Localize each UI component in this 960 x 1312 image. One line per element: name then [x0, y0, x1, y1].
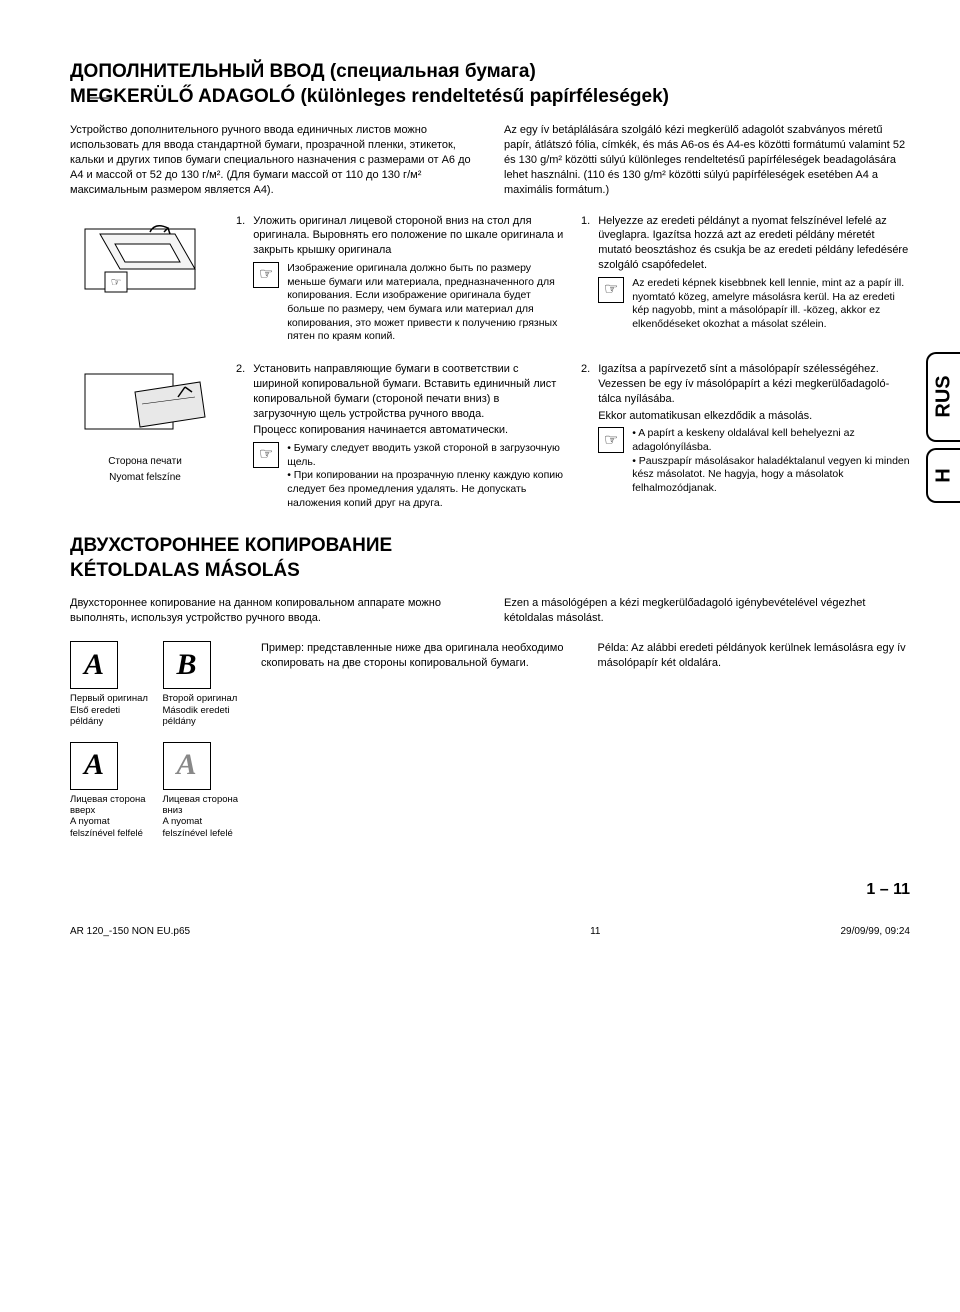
section2-intro-hu: Ezen a másológépen a kézi megkerülőadago… — [504, 596, 910, 626]
step2-hu: 2. Igazítsa a papírvezető sínt a másolóp… — [581, 362, 910, 510]
label-b-hu: Második eredeti példány — [163, 705, 246, 728]
title-ru: ДОПОЛНИТЕЛЬНЫЙ ВВОД (специальная бумага) — [70, 60, 910, 85]
section2-intro-ru: Двухстороннее копирование на данном копи… — [70, 596, 476, 626]
example-text-ru: Пример: представленные ниже два оригинал… — [261, 641, 574, 671]
step1-ru-num: 1. — [236, 214, 245, 344]
svg-text:☞: ☞ — [111, 275, 122, 289]
footer-file: AR 120_-150 NON EU.p65 — [70, 925, 190, 939]
step1-hu: 1. Helyezze az eredeti példányt a nyomat… — [581, 214, 910, 344]
footer-date: 29/09/99, 09:24 — [840, 925, 910, 939]
step1-ru-lead: Уложить оригинал лицевой стороной вниз н… — [253, 214, 565, 259]
page: ДОПОЛНИТЕЛЬНЫЙ ВВОД (специальная бумага)… — [70, 60, 910, 938]
note-icon: ☞ — [598, 427, 624, 453]
example-box-a-facedown: A Лицевая сторона вниз A nyomat felszíné… — [163, 742, 246, 840]
step2-hu-note: ☞ • A papírt a keskeny oldalával kell be… — [598, 427, 910, 495]
example-box-a: A Первый оригинал Első eredeti példány — [70, 641, 153, 727]
note-icon: ☞ — [253, 262, 279, 288]
step2-hu-mid: Ekkor automatikusan elkezdődik a másolás… — [598, 409, 910, 424]
step1-ru-note: ☞ Изображение оригинала должно быть по р… — [253, 262, 565, 344]
step1-image: ☞ — [70, 214, 220, 344]
step2-ru: 2. Установить направляющие бумаги в соот… — [236, 362, 565, 510]
step2-ru-lead: Установить направляющие бумаги в соответ… — [253, 362, 565, 421]
step2-ru-mid: Процесс копирования начинается автоматич… — [253, 423, 565, 438]
intro-ru: Устройство дополнительного ручного ввода… — [70, 123, 476, 197]
step2-img-label-ru: Сторона печати — [70, 456, 220, 468]
step1-ru-note-text: Изображение оригинала должно быть по раз… — [287, 262, 565, 344]
step2-ru-note-text: • Бумагу следует вводить узкой стороной … — [287, 442, 565, 510]
step1-ru: 1. Уложить оригинал лицевой стороной вни… — [236, 214, 565, 344]
title-hu: MEGKERÜLŐ ADAGOLÓ (különleges rendelteté… — [70, 85, 910, 110]
box-b: B — [163, 641, 211, 689]
label-a-hu: Első eredeti példány — [70, 705, 153, 728]
tab-h[interactable]: H — [926, 448, 960, 503]
section2: ДВУХСТОРОННЕЕ КОПИРОВАНИЕ KÉTOLDALAS MÁS… — [70, 534, 910, 839]
tab-rus[interactable]: RUS — [926, 352, 960, 442]
step2-ru-num: 2. — [236, 362, 245, 510]
example-box-b: B Второй оригинал Második eredeti példán… — [163, 641, 246, 727]
footer-page: 11 — [590, 925, 600, 939]
box-a2: A — [70, 742, 118, 790]
step2-hu-num: 2. — [581, 362, 590, 510]
step1-hu-lead: Helyezze az eredeti példányt a nyomat fe… — [598, 214, 910, 273]
label-a-ru: Первый оригинал — [70, 693, 153, 704]
intro-columns: Устройство дополнительного ручного ввода… — [70, 123, 910, 197]
step1-hu-note: ☞ Az eredeti képnek kisebbnek kell lenni… — [598, 277, 910, 332]
box-a3: A — [163, 742, 211, 790]
section2-title: ДВУХСТОРОННЕЕ КОПИРОВАНИЕ KÉTOLDALAS MÁS… — [70, 534, 910, 583]
section2-title-ru: ДВУХСТОРОННЕЕ КОПИРОВАНИЕ — [70, 534, 910, 559]
crop-mark — [90, 80, 120, 110]
label-facedown-ru: Лицевая сторона вниз — [163, 794, 246, 817]
example-text-hu: Példa: Az alábbi eredeti példányok kerül… — [598, 641, 911, 671]
step2-hu-note-text: • A papírt a keskeny oldalával kell behe… — [632, 427, 910, 495]
step2-image: Сторона печати Nyomat felszíne — [70, 362, 220, 510]
example-box-a-faceup: A Лицевая сторона вверх A nyomat felszín… — [70, 742, 153, 840]
step1-row: ☞ 1. Уложить оригинал лицевой стороной в… — [70, 214, 910, 344]
label-facedown-hu: A nyomat felszínével lefelé — [163, 816, 246, 839]
label-faceup-hu: A nyomat felszínével felfelé — [70, 816, 153, 839]
step2-hu-lead: Igazítsa a papírvezető sínt a másolópapí… — [598, 362, 910, 407]
box-a: A — [70, 641, 118, 689]
label-b-ru: Второй оригинал — [163, 693, 246, 704]
page-number: 1 – 11 — [70, 879, 910, 901]
footer: AR 120_-150 NON EU.p65 11 29/09/99, 09:2… — [70, 925, 910, 939]
note-icon: ☞ — [253, 442, 279, 468]
label-faceup-ru: Лицевая сторона вверх — [70, 794, 153, 817]
section1-title: ДОПОЛНИТЕЛЬНЫЙ ВВОД (специальная бумага)… — [70, 60, 910, 109]
example-row-2: A Лицевая сторона вверх A nyomat felszín… — [70, 742, 910, 840]
example-row-1: A Первый оригинал Első eredeti példány B… — [70, 641, 910, 727]
step2-ru-note: ☞ • Бумагу следует вводить узкой стороно… — [253, 442, 565, 510]
step2-img-label-hu: Nyomat felszíne — [70, 472, 220, 484]
section2-intro: Двухстороннее копирование на данном копи… — [70, 596, 910, 626]
side-tabs: RUS H — [926, 352, 960, 509]
step1-hu-num: 1. — [581, 214, 590, 344]
note-icon: ☞ — [598, 277, 624, 303]
step1-hu-note-text: Az eredeti képnek kisebbnek kell lennie,… — [632, 277, 910, 332]
intro-hu: Az egy ív betáplálására szolgáló kézi me… — [504, 123, 910, 197]
section2-title-hu: KÉTOLDALAS MÁSOLÁS — [70, 559, 910, 584]
step2-row: Сторона печати Nyomat felszíne 2. Устано… — [70, 362, 910, 510]
